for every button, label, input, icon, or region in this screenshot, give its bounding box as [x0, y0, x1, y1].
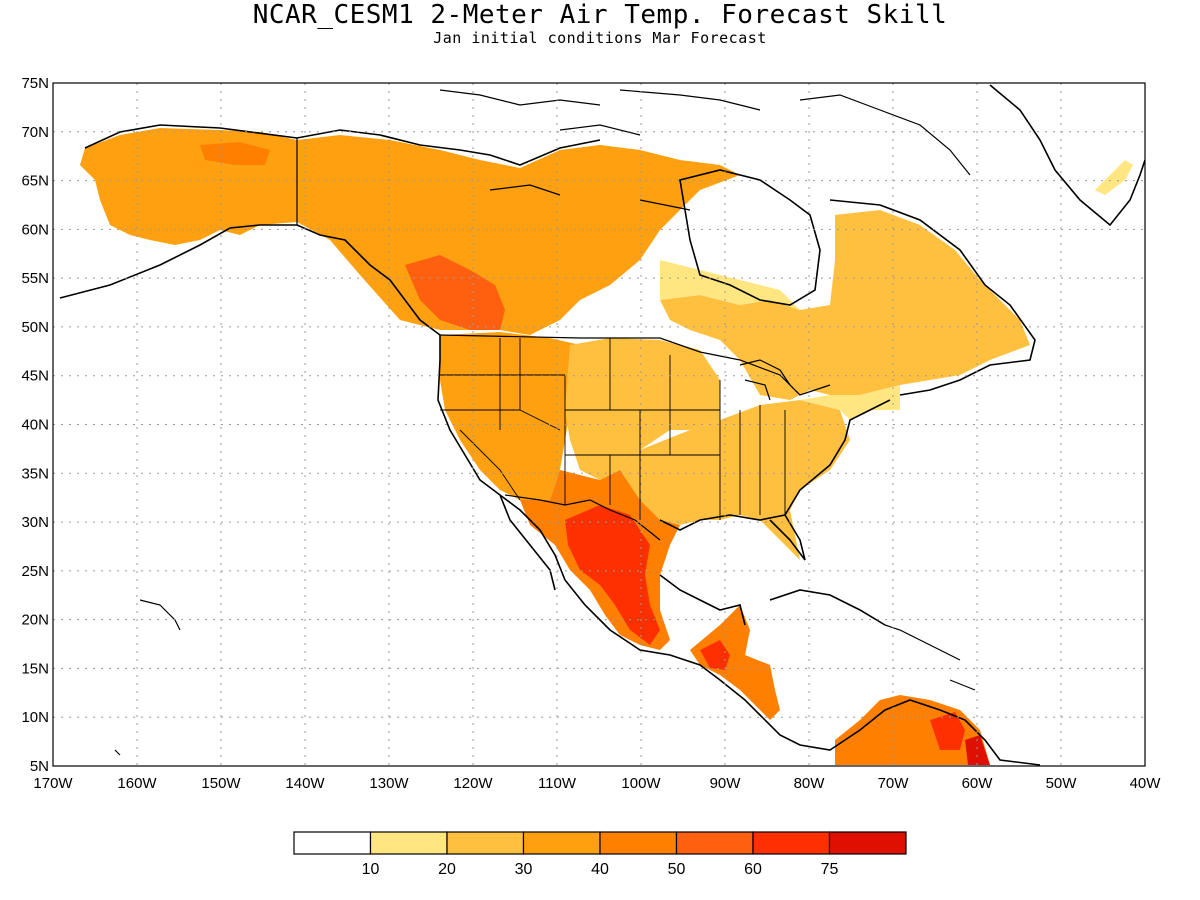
lat-tick-label: 70N — [21, 124, 49, 141]
lon-tick-label: 140W — [285, 775, 325, 792]
region-central-america — [690, 605, 780, 720]
colorbar-label: 40 — [591, 861, 609, 878]
coast-east-us — [784, 399, 891, 516]
coast-greenland — [989, 84, 1145, 227]
region-bc-core — [405, 255, 505, 330]
coast-cuba — [769, 589, 886, 626]
lon-tick-label: 50W — [1046, 775, 1078, 792]
colorbar-swatch — [752, 831, 831, 855]
lon-tick-label: 120W — [453, 775, 493, 792]
region-northeast-us — [800, 385, 900, 420]
border-us-mexico — [504, 494, 661, 541]
lat-tick-label: 65N — [21, 173, 49, 190]
region-venezuela-core — [930, 712, 965, 750]
colorbar-swatch — [446, 831, 525, 855]
colorbar-label: 20 — [438, 861, 456, 878]
region-greenland-patch — [1095, 160, 1133, 195]
lon-tick-label: 170W — [33, 775, 73, 792]
lon-tick-label: 40W — [1130, 775, 1162, 792]
great-lakes — [739, 359, 831, 401]
page-subtitle: Jan initial conditions Mar Forecast — [433, 29, 767, 47]
lat-tick-label: 10N — [21, 709, 49, 726]
lat-tick-label: 35N — [21, 465, 49, 482]
islands-arctic — [439, 89, 971, 211]
lon-tick-label: 160W — [117, 775, 157, 792]
coast-arctic — [84, 124, 601, 166]
grid-layer — [53, 83, 1145, 766]
coast-alaska — [59, 224, 1041, 766]
lat-tick-label: 15N — [21, 660, 49, 677]
border-us-canada — [439, 334, 801, 396]
colorbar-swatch — [675, 831, 754, 855]
coast-yucatan — [659, 574, 746, 626]
colorbar-swatch — [522, 831, 601, 855]
latitude-labels: 75N 70N 65N 60N 55N 50N 45N 40N 35N 30N 25N 20N 15N 1… — [21, 75, 49, 775]
colorbar-swatch — [599, 831, 678, 855]
region-alaska — [80, 128, 297, 245]
lon-tick-label: 150W — [201, 775, 241, 792]
lat-tick-label: 40N — [21, 417, 49, 434]
hawaii-islands — [114, 599, 181, 756]
colorbar-label: 30 — [515, 861, 533, 878]
caribbean-islands — [884, 624, 976, 691]
lat-tick-label: 75N — [21, 75, 49, 92]
lat-tick-label: 60N — [21, 221, 49, 238]
lon-tick-label: 130W — [369, 775, 409, 792]
region-mexico-core — [565, 505, 660, 645]
lon-tick-label: 80W — [794, 775, 826, 792]
plot-frame — [52, 82, 1146, 767]
lat-tick-label: 50N — [21, 319, 49, 336]
longitude-labels: 170W 160W 150W 140W 130W 120W 110W 100W 90W 80W 70… — [33, 775, 1161, 792]
skill-fill-layer — [80, 128, 1133, 765]
colorbar-label: 75 — [821, 861, 839, 878]
region-southeast-us — [620, 400, 850, 560]
region-western-us — [440, 332, 580, 500]
lon-tick-label: 70W — [878, 775, 910, 792]
colorbar-swatch — [293, 831, 372, 855]
lat-tick-label: 45N — [21, 368, 49, 385]
colorbar-label: 50 — [668, 861, 686, 878]
lat-tick-label: 55N — [21, 270, 49, 287]
lat-tick-label: 30N — [21, 514, 49, 531]
page-title: NCAR_CESM1 2-Meter Air Temp. Forecast Sk… — [252, 0, 948, 30]
region-nw-canada — [297, 135, 740, 335]
coast-gulf — [659, 514, 806, 561]
colorbar-label: 60 — [744, 861, 762, 878]
lon-tick-label: 110W — [538, 775, 577, 792]
region-guyana-core — [965, 735, 990, 765]
region-alaska-high — [200, 142, 270, 165]
region-central-us — [565, 338, 720, 480]
coastline-layer — [59, 84, 1145, 766]
colorbar: 10 20 30 40 50 60 75 — [293, 831, 907, 878]
region-east-canada — [660, 210, 1030, 400]
lat-tick-label: 20N — [21, 612, 49, 629]
lat-tick-label: 5N — [30, 758, 49, 775]
colorbar-swatch — [828, 831, 907, 855]
colorbar-label: 10 — [362, 861, 380, 878]
region-central-america-core — [700, 640, 730, 670]
lon-tick-label: 60W — [962, 775, 994, 792]
lon-tick-label: 100W — [621, 775, 661, 792]
lat-tick-label: 25N — [21, 563, 49, 580]
lon-tick-label: 90W — [710, 775, 742, 792]
coast-baja — [499, 494, 556, 591]
state-borders — [440, 338, 786, 520]
coast-hudson — [679, 169, 821, 306]
colorbar-swatch — [369, 831, 448, 855]
coast-labrador — [829, 199, 1036, 396]
